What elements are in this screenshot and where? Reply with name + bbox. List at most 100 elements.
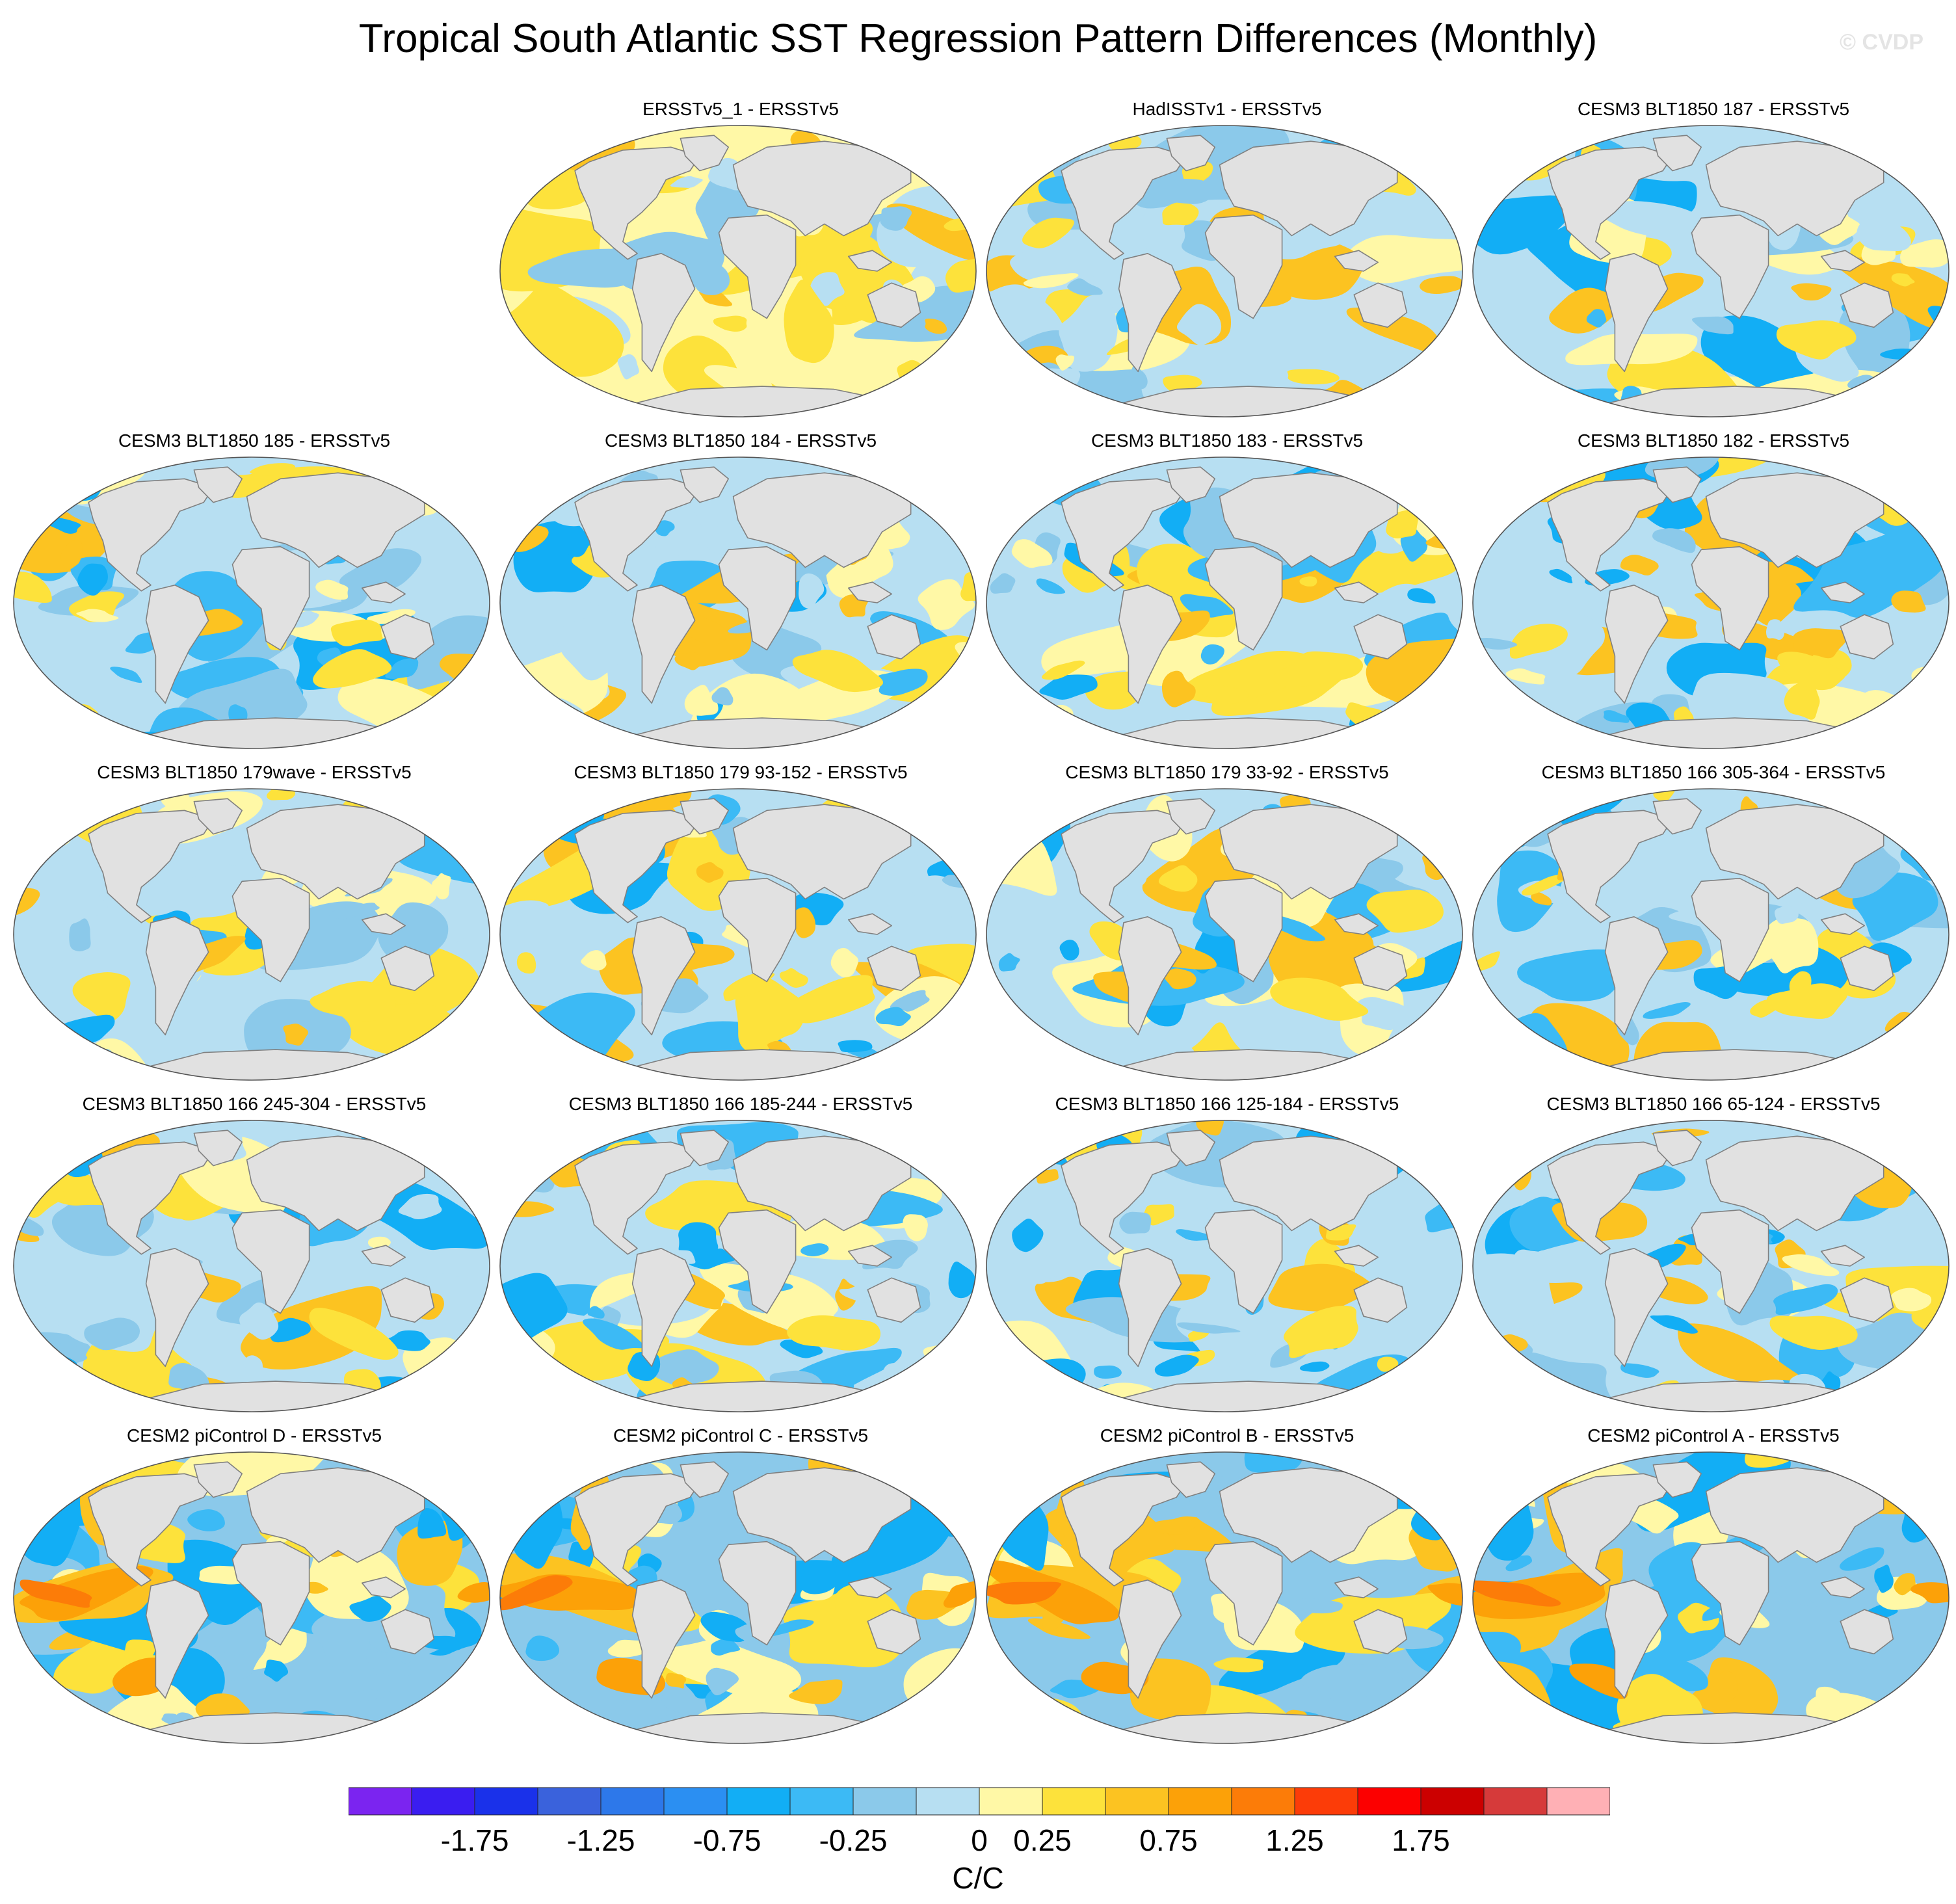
sst-anomaly-region xyxy=(500,992,635,1080)
sst-anomaly-region xyxy=(310,981,396,1022)
sst-difference-map xyxy=(1472,456,1949,749)
sst-anomaly-region xyxy=(241,1286,382,1370)
sst-difference-map xyxy=(499,1120,977,1412)
sst-anomaly-region xyxy=(788,975,875,1024)
land-indonesia xyxy=(1820,581,1866,603)
sst-anomaly-region xyxy=(1407,588,1436,604)
land-australia xyxy=(1353,614,1408,660)
sst-anomaly-region xyxy=(1923,335,1949,353)
sst-anomaly-region xyxy=(1389,935,1462,992)
sst-difference-map xyxy=(986,125,1463,417)
sst-anomaly-region xyxy=(1872,584,1899,598)
land-greenland xyxy=(680,798,730,835)
sst-anomaly-region xyxy=(1404,1031,1461,1055)
sst-anomaly-region xyxy=(1038,368,1081,397)
sst-anomaly-region xyxy=(366,1648,413,1677)
sst-anomaly-region xyxy=(1473,1146,1522,1180)
land-south-america xyxy=(145,1248,209,1368)
land-south-america xyxy=(145,585,209,704)
map-panel: ERSSTv5_1 - ERSSTv5 xyxy=(498,96,983,421)
land-south-america xyxy=(631,253,696,373)
sst-anomaly-region xyxy=(52,1475,75,1494)
colorbar-swatch xyxy=(1105,1787,1169,1816)
sst-anomaly-region xyxy=(1045,704,1074,733)
sst-anomaly-region xyxy=(1891,590,1926,613)
sst-anomaly-region xyxy=(1016,1123,1063,1159)
warm-tongue-region xyxy=(20,1565,153,1621)
sst-anomaly-region xyxy=(48,1727,81,1743)
sst-anomaly-region xyxy=(1777,652,1845,691)
panel-title: CESM3 BLT1850 183 - ERSSTv5 xyxy=(1090,430,1364,451)
sst-anomaly-region xyxy=(1412,461,1445,478)
sst-anomaly-region xyxy=(25,812,73,847)
sst-anomaly-region xyxy=(986,400,1007,417)
land-south-america xyxy=(1118,1248,1182,1368)
sst-anomaly-region xyxy=(1341,544,1462,594)
sst-anomaly-region xyxy=(541,126,585,155)
sst-anomaly-region xyxy=(938,132,958,145)
sst-anomaly-region xyxy=(468,836,490,868)
sst-anomaly-region xyxy=(187,1509,225,1531)
sst-anomaly-region xyxy=(378,902,449,964)
sst-anomaly-region xyxy=(1154,1518,1196,1535)
land-eurasia xyxy=(732,804,912,900)
sst-anomaly-region xyxy=(908,875,976,916)
land-eurasia xyxy=(1705,1467,1884,1563)
sst-anomaly-region xyxy=(694,260,730,295)
sst-anomaly-region xyxy=(784,279,834,364)
sst-anomaly-region xyxy=(706,1667,739,1696)
land-eurasia xyxy=(732,472,912,568)
colorbar-swatch xyxy=(726,1787,791,1816)
sst-anomaly-region xyxy=(1286,1598,1343,1614)
land-eurasia xyxy=(1219,1467,1398,1563)
land-eurasia xyxy=(732,1467,912,1563)
sst-anomaly-region xyxy=(1517,949,1637,1001)
land-australia xyxy=(867,1277,921,1323)
map-border xyxy=(986,1120,1463,1412)
cold-region xyxy=(1487,1484,1534,1561)
sst-anomaly-region xyxy=(1418,1479,1450,1495)
sst-anomaly-region xyxy=(1127,365,1148,390)
sst-anomaly-region xyxy=(46,462,92,489)
sst-anomaly-region xyxy=(1422,1135,1462,1169)
sst-anomaly-region xyxy=(1067,278,1103,296)
sst-anomaly-region xyxy=(1005,1059,1070,1080)
sst-anomaly-region xyxy=(1868,1201,1949,1263)
colorbar-swatch xyxy=(1483,1787,1548,1816)
sst-anomaly-region xyxy=(990,573,1016,594)
land-greenland xyxy=(680,466,730,503)
sst-anomaly-region xyxy=(1196,1120,1224,1136)
sst-anomaly-region xyxy=(500,1713,533,1736)
sst-anomaly-region xyxy=(1054,1727,1078,1743)
panel-title: CESM3 BLT1850 182 - ERSSTv5 xyxy=(1577,430,1850,451)
sst-anomaly-region xyxy=(1473,1694,1526,1739)
sst-anomaly-region xyxy=(419,1050,489,1080)
sst-anomaly-region xyxy=(1894,1573,1916,1596)
colorbar-swatch xyxy=(916,1787,980,1816)
sst-anomaly-region xyxy=(1176,304,1222,345)
land-indonesia xyxy=(361,1245,406,1267)
land-greenland xyxy=(1652,798,1702,835)
panel-title: CESM3 BLT1850 184 - ERSSTv5 xyxy=(604,430,877,451)
sst-anomaly-region xyxy=(14,1026,88,1080)
sst-anomaly-region xyxy=(1473,1120,1511,1169)
sst-anomaly-region xyxy=(674,652,706,670)
land-indonesia xyxy=(361,1576,406,1598)
sst-anomaly-region xyxy=(1163,179,1215,204)
sst-anomaly-region xyxy=(789,1679,843,1704)
sst-anomaly-region xyxy=(960,572,976,602)
map-panel: CESM3 BLT1850 179 33-92 - ERSSTv5 xyxy=(985,760,1470,1085)
sst-anomaly-region xyxy=(1620,555,1659,575)
sst-difference-map xyxy=(986,1451,1463,1744)
sst-anomaly-region xyxy=(792,650,884,693)
sst-anomaly-region xyxy=(1200,644,1224,665)
land-australia xyxy=(1353,282,1408,328)
colorbar-swatch xyxy=(852,1787,917,1816)
map-border xyxy=(499,456,977,749)
map-border xyxy=(986,788,1463,1081)
land-eurasia xyxy=(246,472,425,568)
sst-anomaly-region xyxy=(1130,1658,1211,1723)
sst-anomaly-region xyxy=(414,1120,490,1167)
land-africa xyxy=(1204,546,1283,651)
sst-anomaly-region xyxy=(963,1064,976,1080)
